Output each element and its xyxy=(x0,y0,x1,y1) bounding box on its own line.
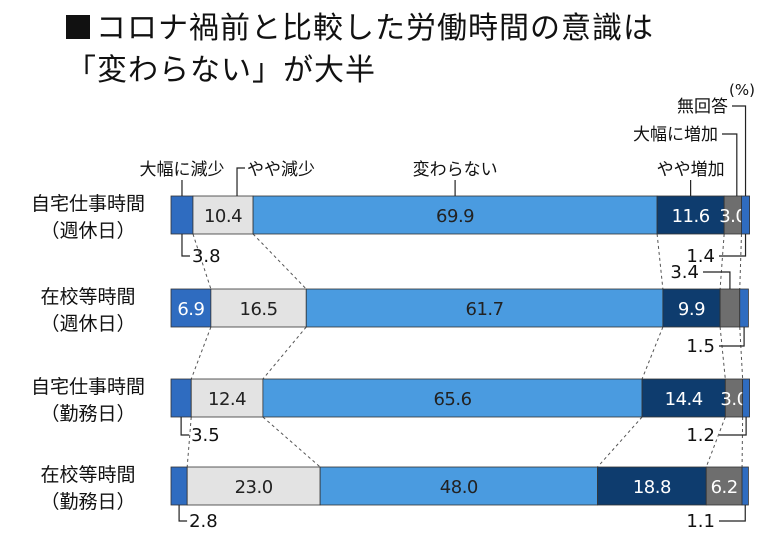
data-label: 9.9 xyxy=(678,299,705,320)
bar-segment xyxy=(705,466,743,506)
callout-line xyxy=(719,505,746,522)
callout-line xyxy=(181,234,190,257)
connector-line xyxy=(186,416,192,468)
legend-callout-line xyxy=(236,167,246,196)
category-label: （週休日） xyxy=(40,220,135,242)
callout-line xyxy=(719,234,747,257)
bar-segment xyxy=(739,288,749,328)
connector-line xyxy=(597,416,643,468)
data-label: 10.4 xyxy=(204,206,242,227)
bar-segment xyxy=(170,378,192,418)
bar-segment xyxy=(741,195,750,235)
title-line-2: 「変わらない」が大半 xyxy=(66,53,376,88)
connector-line xyxy=(252,233,307,290)
data-label: 3.0 xyxy=(720,389,747,410)
bar-segment xyxy=(319,466,598,506)
callout-line xyxy=(178,505,188,522)
connector-line xyxy=(641,326,664,380)
category-label: （週休日） xyxy=(40,313,135,335)
title-line-1: コロナ禍前と比較した労働時間の意識は xyxy=(66,8,766,50)
connector-line xyxy=(262,416,321,468)
data-label: 16.5 xyxy=(240,299,278,320)
bar-segment xyxy=(170,288,212,328)
legend-callout-line xyxy=(722,133,738,196)
bar-segment xyxy=(662,288,721,328)
data-label: 11.6 xyxy=(672,206,710,227)
bar-segment xyxy=(170,195,194,235)
category-label: 在校等時間 xyxy=(40,464,135,486)
legend-label: 大幅に増加 xyxy=(633,125,718,145)
data-label: 6.2 xyxy=(711,477,738,498)
callout-line xyxy=(703,271,731,289)
data-label: 65.6 xyxy=(433,389,471,410)
data-label: 1.5 xyxy=(686,336,715,357)
data-label: 3.0 xyxy=(719,206,746,227)
title-line-1-text: コロナ禍前と比較した労働時間の意識は xyxy=(96,11,654,46)
data-label: 3.5 xyxy=(191,425,220,446)
data-label: 14.4 xyxy=(665,389,703,410)
connector-line xyxy=(741,416,744,468)
data-label: 61.7 xyxy=(466,299,504,320)
data-label: 1.4 xyxy=(686,246,715,267)
bar-segment xyxy=(742,378,750,418)
data-label: 1.2 xyxy=(686,425,715,446)
connector-line xyxy=(262,326,307,380)
callout-line xyxy=(719,327,745,347)
chart-title: コロナ禍前と比較した労働時間の意識は 「変わらない」が大半 xyxy=(66,8,766,92)
connector-line xyxy=(739,233,742,290)
bar-segment xyxy=(170,466,188,506)
data-label: 69.9 xyxy=(436,206,474,227)
legend-callout-line xyxy=(732,105,747,196)
bar-segment xyxy=(641,378,726,418)
title-square-icon xyxy=(66,15,90,39)
legend-label: 無回答 xyxy=(677,97,728,117)
legend-label: 大幅に減少 xyxy=(139,160,224,180)
connector-line xyxy=(192,233,212,290)
connector-line xyxy=(719,326,726,380)
legend-label: やや増加 xyxy=(657,160,725,180)
data-label: 23.0 xyxy=(235,477,273,498)
callout-line xyxy=(719,417,747,436)
bar-segment xyxy=(252,195,658,235)
data-label: 6.9 xyxy=(177,299,204,320)
data-label: 48.0 xyxy=(440,477,478,498)
bar-segment xyxy=(262,378,643,418)
unit-label: (%) xyxy=(729,81,755,99)
bar-segment xyxy=(597,466,707,506)
category-label: 自宅仕事時間 xyxy=(31,376,145,398)
category-label: （勤務日） xyxy=(40,491,135,513)
bar-segment xyxy=(192,195,254,235)
legend-label: やや減少 xyxy=(247,160,315,180)
category-label: 自宅仕事時間 xyxy=(31,193,145,215)
bar-segment xyxy=(719,288,741,328)
bar-segment xyxy=(186,466,321,506)
legend-label: 変わらない xyxy=(413,160,498,180)
connector-line xyxy=(739,326,744,380)
connector-line xyxy=(656,233,664,290)
connector-line xyxy=(705,416,726,468)
data-label: 3.4 xyxy=(670,262,699,283)
connector-line xyxy=(190,326,212,380)
bar-segment xyxy=(741,466,749,506)
data-label: 18.8 xyxy=(633,477,671,498)
data-label: 12.4 xyxy=(208,389,246,410)
data-label: 1.1 xyxy=(686,511,715,532)
connector-line xyxy=(719,233,725,290)
category-label: （勤務日） xyxy=(40,403,135,425)
data-label: 3.8 xyxy=(192,246,221,267)
category-label: 在校等時間 xyxy=(40,286,135,308)
data-label: 2.8 xyxy=(189,511,218,532)
callout-line xyxy=(180,417,190,436)
